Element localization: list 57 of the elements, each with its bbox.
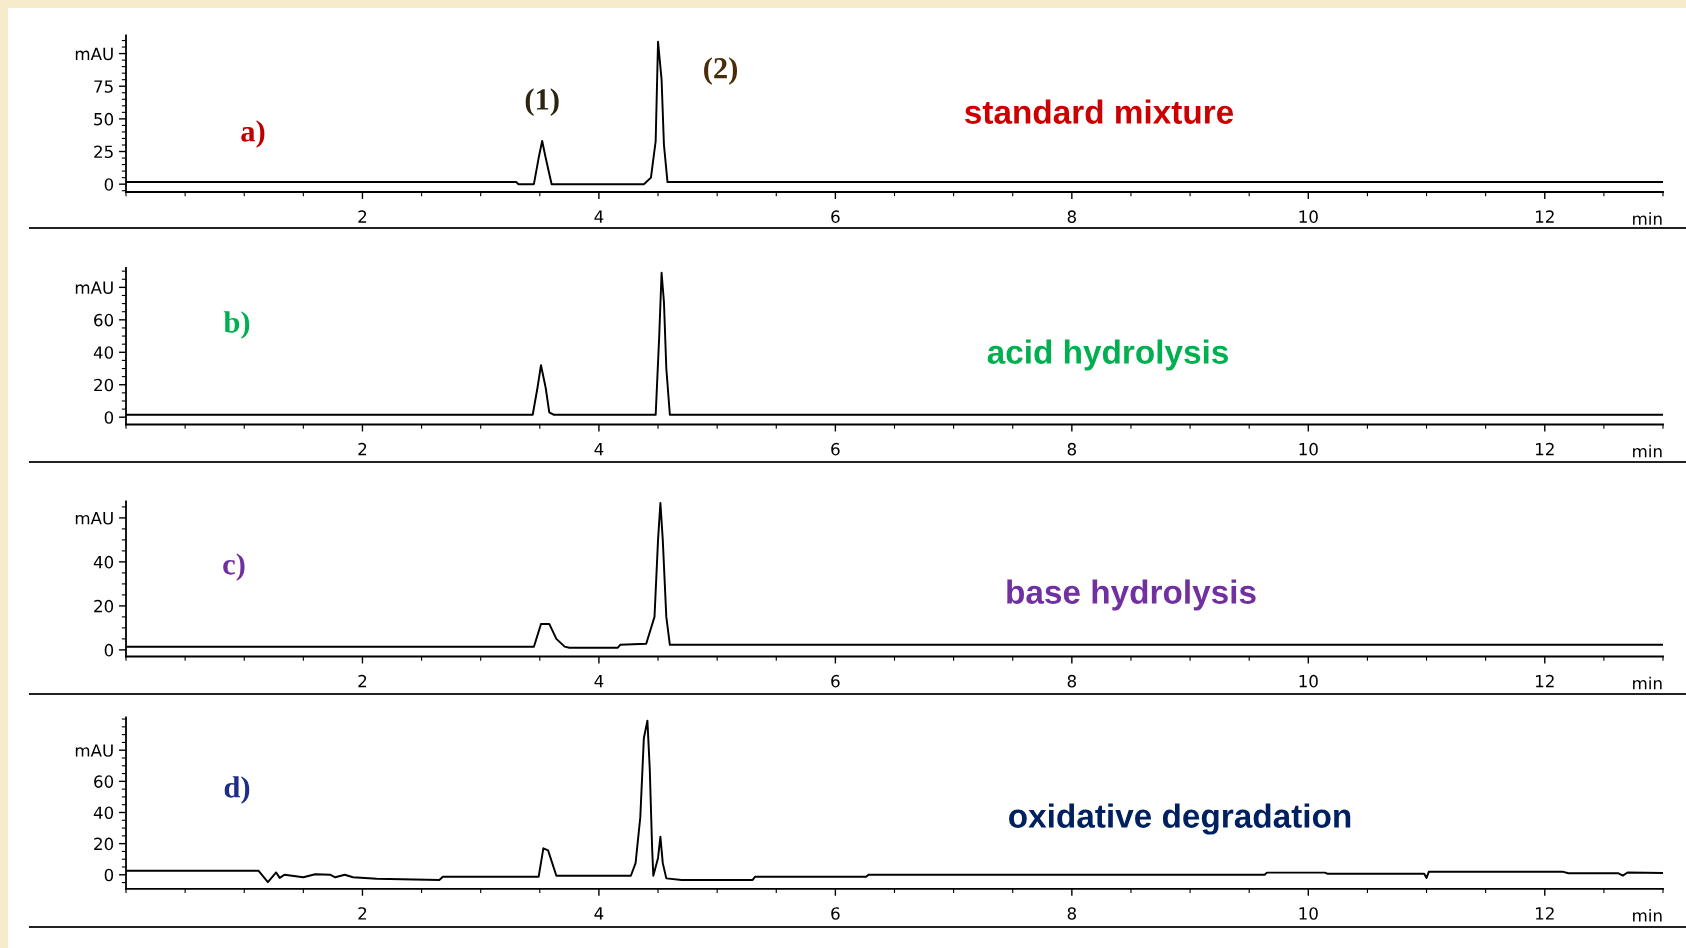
- annotation: c): [223, 553, 245, 581]
- x-tick-label: 8: [1067, 210, 1077, 223]
- x-tick-label: 2: [358, 674, 367, 688]
- y-tick-label: mAU: [75, 512, 113, 525]
- text: base hydrolysis: [1007, 579, 1256, 611]
- annotation: d): [224, 776, 250, 804]
- y-tick-label: 0: [104, 178, 114, 191]
- y-tick-label: mAU: [75, 744, 113, 757]
- x-tick-label: 4: [594, 210, 604, 223]
- x-tick-label: 10: [1299, 210, 1318, 223]
- y-tick-label: 20: [94, 599, 114, 613]
- x-tick-label: 4: [594, 907, 604, 920]
- y-tick-label: 60: [94, 313, 114, 327]
- x-tick-label: 2: [358, 907, 367, 920]
- annotation: a): [241, 120, 265, 148]
- x-tick-label: 4: [594, 443, 604, 456]
- x-axis-title: min: [1633, 908, 1662, 922]
- x-tick-label: 4: [594, 675, 604, 688]
- x-tick-label: 6: [831, 674, 840, 688]
- x-tick-label: 10: [1299, 442, 1318, 456]
- x-tick-label: 8: [1067, 442, 1077, 456]
- x-tick-label: 2: [358, 442, 367, 456]
- x-tick-label: 6: [831, 907, 840, 920]
- y-tick-label: 40: [93, 346, 114, 359]
- y-tick-label: 40: [93, 806, 114, 820]
- annotation: (2): [704, 57, 738, 85]
- annotation: b): [223, 311, 250, 339]
- y-tick-label: 0: [104, 411, 114, 424]
- y-tick-label: 50: [94, 112, 114, 126]
- y-tick-label: mAU: [75, 47, 113, 61]
- x-tick-label: 12: [1536, 210, 1554, 223]
- x-tick-label: 10: [1299, 907, 1318, 920]
- x-tick-label: 8: [1067, 674, 1077, 688]
- text: oxidative degradation: [1009, 803, 1351, 835]
- x-tick-label: 12: [1536, 674, 1554, 688]
- x-tick-label: 10: [1299, 674, 1318, 688]
- x-tick-label: 6: [831, 210, 840, 223]
- y-tick-label: mAU: [75, 281, 113, 294]
- y-tick-label: 20: [94, 837, 114, 851]
- x-tick-label: 6: [831, 442, 840, 456]
- y-tick-label: 40: [93, 555, 114, 569]
- text: standard mixture: [964, 99, 1234, 124]
- x-axis-title: min: [1633, 676, 1662, 690]
- y-tick-label: 75: [94, 80, 113, 93]
- y-tick-label: 60: [94, 775, 114, 788]
- y-tick-label: 0: [104, 643, 114, 657]
- annotation: (1): [525, 88, 559, 117]
- x-tick-label: 12: [1536, 907, 1554, 920]
- x-tick-label: 8: [1067, 907, 1077, 920]
- x-axis-title: min: [1633, 444, 1662, 458]
- x-axis-title: min: [1633, 212, 1662, 225]
- text: acid hydrolysis: [987, 339, 1228, 371]
- x-tick-label: 2: [358, 210, 367, 223]
- y-tick-label: 0: [104, 868, 114, 882]
- x-tick-label: 12: [1536, 442, 1554, 456]
- y-tick-label: 20: [94, 378, 114, 392]
- y-tick-label: 25: [94, 145, 113, 159]
